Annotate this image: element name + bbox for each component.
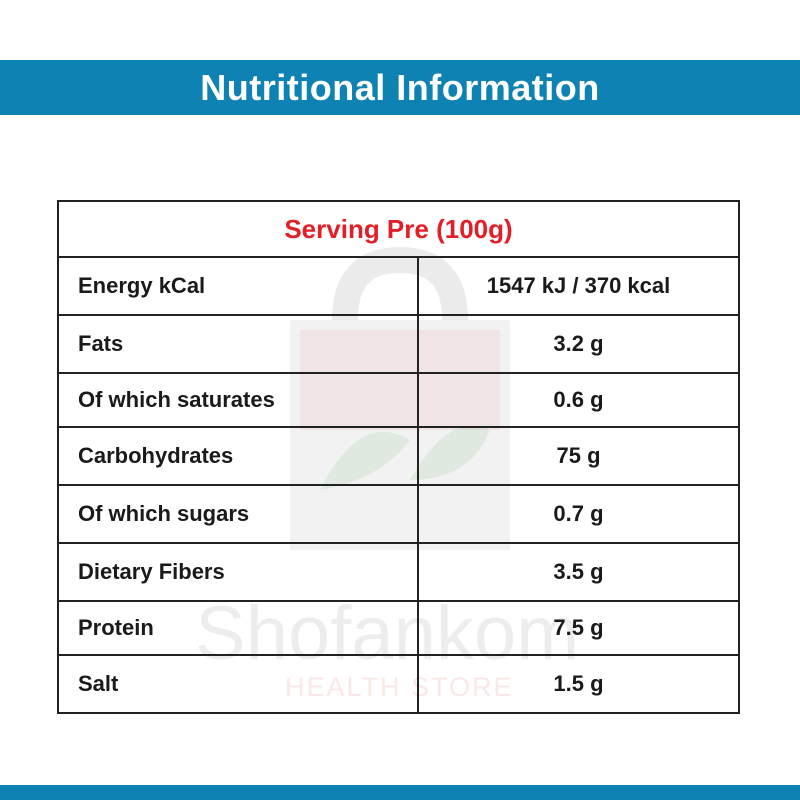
nutrient-value: 0.6 g	[417, 372, 740, 428]
nutrient-label: Fats	[57, 314, 419, 374]
serving-size-header: Serving Pre (100g)	[57, 200, 740, 258]
table-row: Of which saturates 0.6 g	[57, 372, 740, 428]
page-title: Nutritional Information	[200, 66, 600, 108]
nutrient-value: 0.7 g	[417, 484, 740, 544]
nutrient-label: Salt	[57, 654, 419, 714]
nutrient-label: Protein	[57, 600, 419, 656]
table-row: Dietary Fibers 3.5 g	[57, 542, 740, 602]
table-row: Salt 1.5 g	[57, 654, 740, 714]
title-banner: Nutritional Information	[0, 60, 800, 115]
table-row: Energy kCal 1547 kJ / 370 kcal	[57, 256, 740, 316]
table-row: Fats 3.2 g	[57, 314, 740, 374]
table-header-row: Serving Pre (100g)	[57, 200, 740, 258]
bottom-bar	[0, 785, 800, 800]
nutrient-value: 7.5 g	[417, 600, 740, 656]
nutrient-value: 75 g	[417, 426, 740, 486]
nutrient-label: Of which saturates	[57, 372, 419, 428]
table-row: Of which sugars 0.7 g	[57, 484, 740, 544]
table-row: Protein 7.5 g	[57, 600, 740, 656]
nutrient-label: Of which sugars	[57, 484, 419, 544]
table-row: Carbohydrates 75 g	[57, 426, 740, 486]
nutrient-value: 3.5 g	[417, 542, 740, 602]
nutrient-label: Carbohydrates	[57, 426, 419, 486]
nutrient-value: 1547 kJ / 370 kcal	[417, 256, 740, 316]
nutrient-value: 1.5 g	[417, 654, 740, 714]
nutrient-label: Energy kCal	[57, 256, 419, 316]
nutrient-label: Dietary Fibers	[57, 542, 419, 602]
nutrition-table: Serving Pre (100g) Energy kCal 1547 kJ /…	[57, 200, 740, 714]
nutrient-value: 3.2 g	[417, 314, 740, 374]
